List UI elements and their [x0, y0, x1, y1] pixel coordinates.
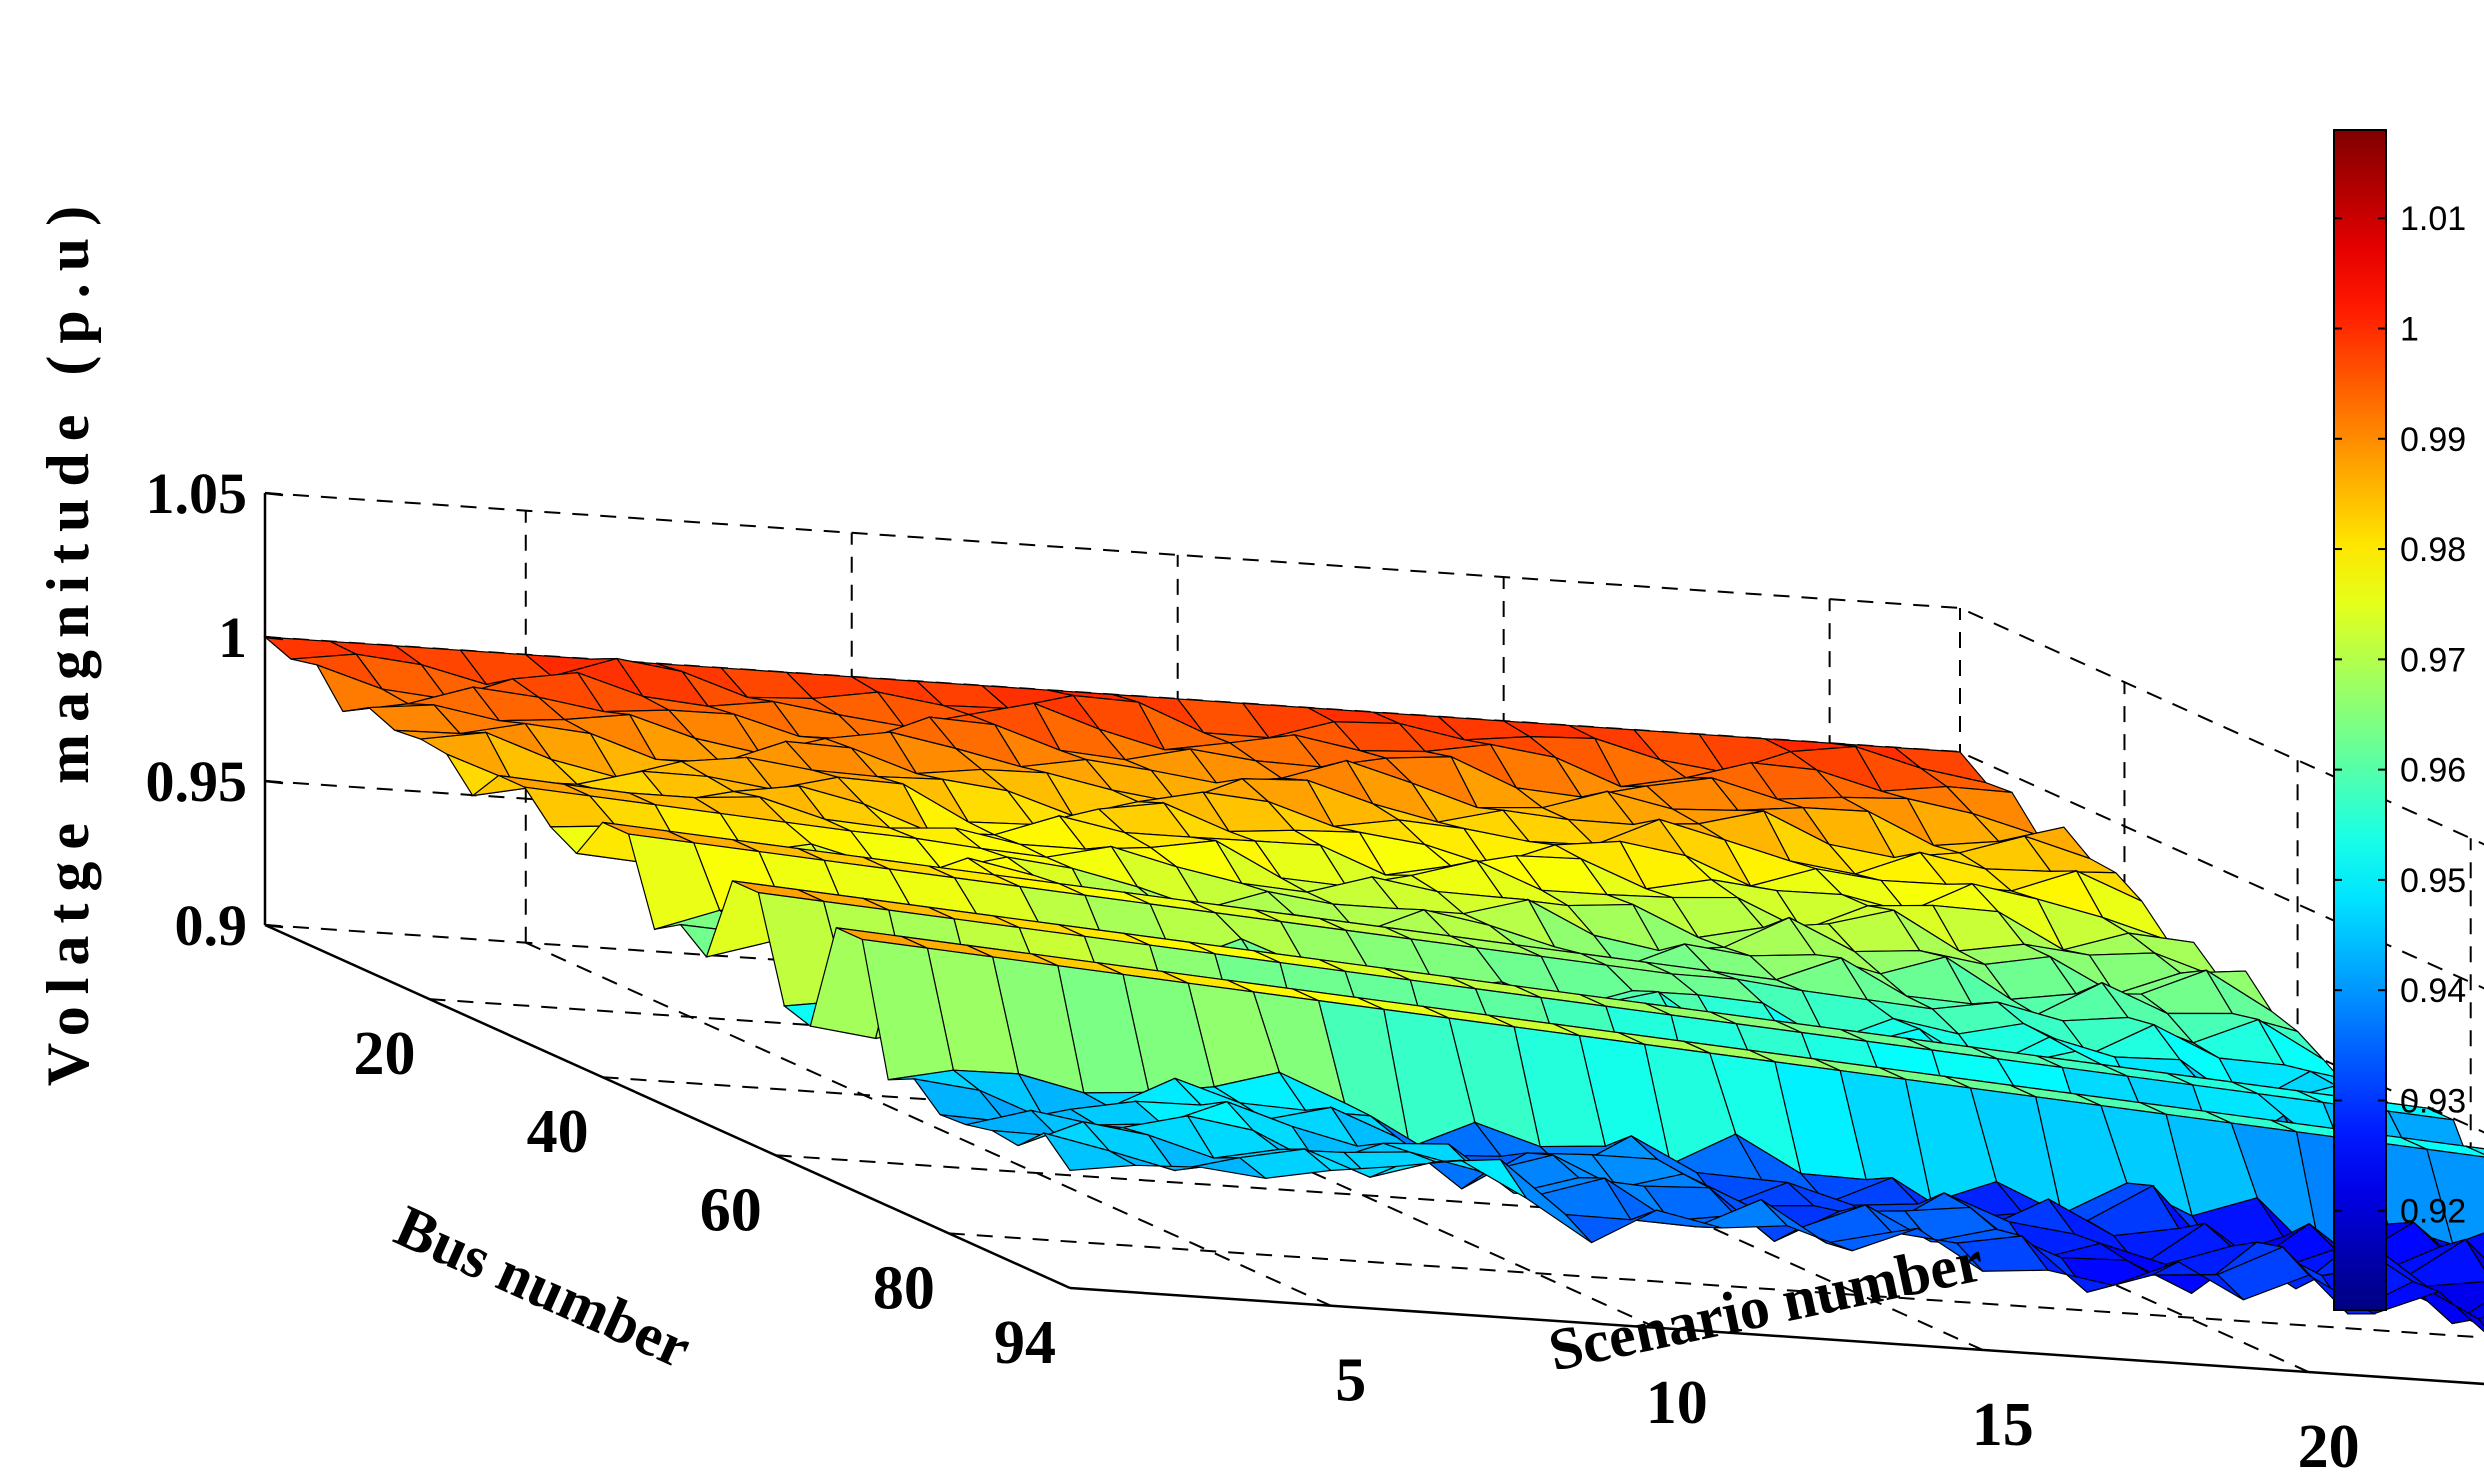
scenario-tick-label: 5 [1335, 1347, 1366, 1415]
z-axis-label: Volatge magnitude (p.u) [35, 194, 101, 1086]
z-tick-mark [264, 635, 284, 641]
z-tick-mark [264, 491, 284, 497]
z-tick-label: 0.9 [175, 893, 248, 958]
colorbar-tick-label: 0.97 [2400, 641, 2466, 679]
bus-tick-label: 94 [994, 1309, 1056, 1377]
bus-tick-label: 40 [527, 1098, 589, 1166]
bus-tick-label: 20 [353, 1020, 415, 1088]
bus-tick-label: 60 [700, 1176, 762, 1244]
surface-mesh [263, 636, 2484, 1333]
grid-line [948, 1232, 2484, 1339]
colorbar-tick-label: 0.94 [2400, 972, 2466, 1010]
colorbar-tick-label: 0.96 [2400, 752, 2466, 790]
z-tick-label: 0.95 [146, 749, 248, 814]
colorbar-tick-label: 1.01 [2400, 200, 2466, 238]
x-axis-label: Scenario number [1543, 1227, 1989, 1383]
colorbar-tick-label: 1 [2400, 311, 2419, 349]
bus-axis-line [264, 923, 1071, 1290]
grid-line [264, 492, 2484, 846]
z-tick-mark [264, 779, 284, 785]
scenario-tick-label: 20 [2298, 1413, 2360, 1472]
z-tick-label: 1 [218, 605, 247, 670]
scenario-axis-line [1069, 1286, 2484, 1386]
colorbar-gradient [2333, 129, 2387, 1311]
colorbar-tick-label: 0.98 [2400, 531, 2466, 569]
y-axis-label: Bus number [386, 1193, 701, 1381]
surface-patch [1042, 1132, 1138, 1171]
grid-line [525, 941, 1332, 1307]
colorbar-tick-label: 0.93 [2400, 1082, 2466, 1120]
z-tick-mark [264, 923, 284, 929]
colorbar-tick-label: 0.95 [2400, 862, 2466, 900]
colorbar-tick-label: 0.92 [2400, 1193, 2466, 1231]
scenario-tick-label: 15 [1972, 1391, 2034, 1459]
bus-tick-label: 80 [873, 1254, 935, 1322]
colorbar-tick-label: 0.99 [2400, 421, 2466, 459]
scenario-tick-label: 10 [1646, 1369, 1708, 1437]
colorbar: 0.92 0.93 0.94 0.95 0.96 0.97 0.98 0.99 1 1.01 [2333, 129, 2466, 1311]
axis-box-front [263, 493, 2484, 1386]
z-tick-label: 1.05 [146, 461, 248, 526]
